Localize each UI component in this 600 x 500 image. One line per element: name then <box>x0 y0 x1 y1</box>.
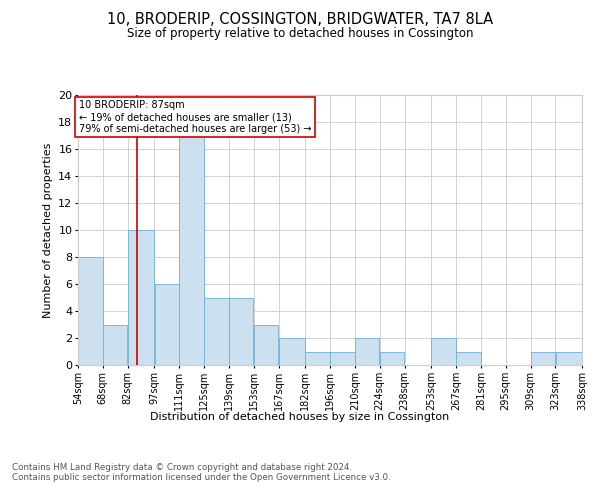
Bar <box>431 338 456 365</box>
Text: Contains HM Land Registry data © Crown copyright and database right 2024.
Contai: Contains HM Land Registry data © Crown c… <box>12 462 391 482</box>
Text: Distribution of detached houses by size in Cossington: Distribution of detached houses by size … <box>151 412 449 422</box>
Text: Size of property relative to detached houses in Cossington: Size of property relative to detached ho… <box>127 28 473 40</box>
Text: 10 BRODERIP: 87sqm
← 19% of detached houses are smaller (13)
79% of semi-detache: 10 BRODERIP: 87sqm ← 19% of detached hou… <box>79 100 311 134</box>
Text: 10, BRODERIP, COSSINGTON, BRIDGWATER, TA7 8LA: 10, BRODERIP, COSSINGTON, BRIDGWATER, TA… <box>107 12 493 28</box>
Bar <box>155 284 179 365</box>
Bar <box>229 298 253 365</box>
Bar <box>204 298 229 365</box>
Y-axis label: Number of detached properties: Number of detached properties <box>43 142 53 318</box>
Bar <box>279 338 305 365</box>
Bar <box>531 352 555 365</box>
Bar <box>78 257 103 365</box>
Bar <box>254 324 278 365</box>
Bar <box>456 352 481 365</box>
Bar <box>179 136 204 365</box>
Bar <box>128 230 154 365</box>
Bar <box>103 324 127 365</box>
Bar <box>355 338 379 365</box>
Bar <box>380 352 404 365</box>
Bar <box>330 352 355 365</box>
Bar <box>556 352 582 365</box>
Bar <box>305 352 330 365</box>
